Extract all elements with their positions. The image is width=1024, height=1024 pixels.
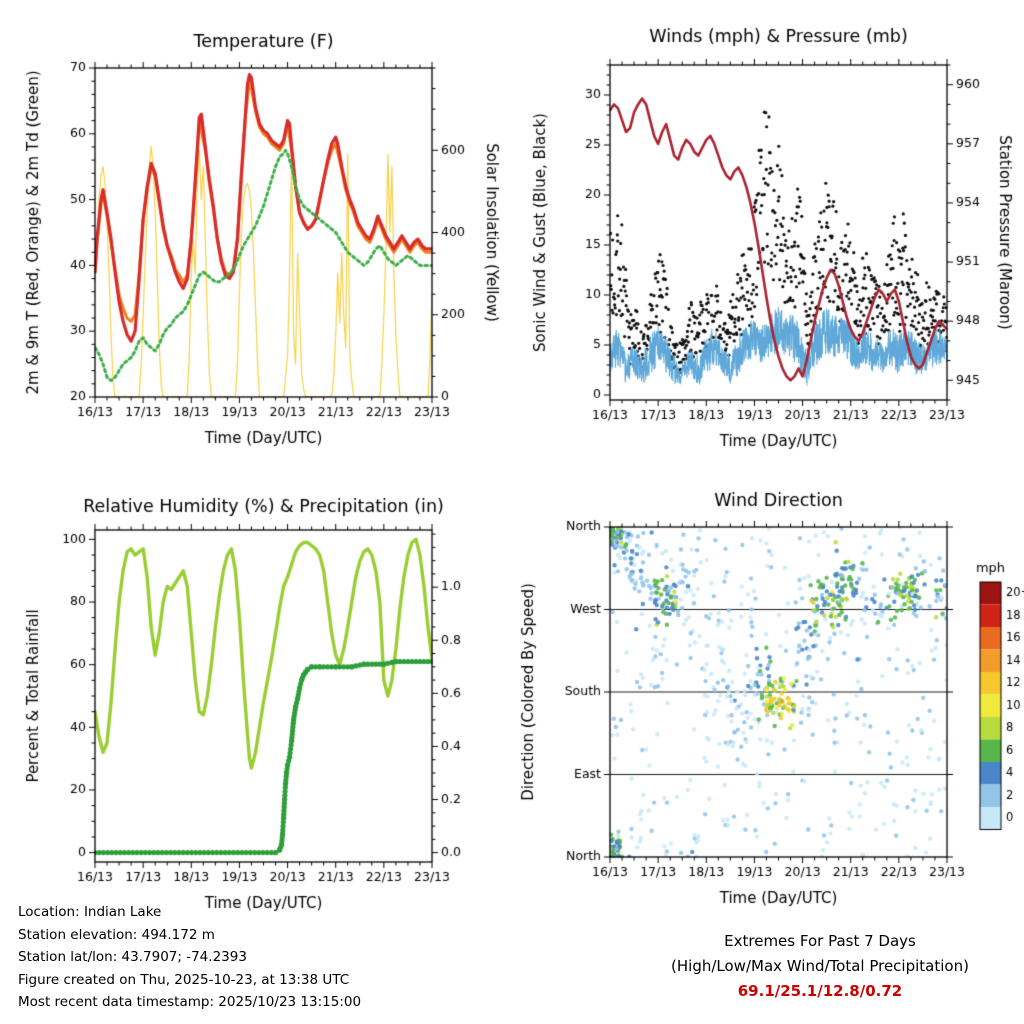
figure-created: Figure created on Thu, 2025-10-23, at 13… <box>18 971 350 988</box>
station-elevation: Station elevation: 494.172 m <box>18 926 215 943</box>
extremes-title: Extremes For Past 7 Days <box>724 932 916 950</box>
station-location: Location: Indian Lake <box>18 904 162 920</box>
winds-pressure-chart <box>512 0 1024 465</box>
extremes-summary: Extremes For Past 7 Days (High/Low/Max W… <box>620 929 1020 1004</box>
humidity-precip-chart <box>0 470 512 925</box>
wind-direction-chart <box>512 470 1024 925</box>
extremes-subtitle: (High/Low/Max Wind/Total Precipitation) <box>671 957 969 975</box>
data-timestamp: Most recent data timestamp: 2025/10/23 1… <box>18 994 362 1010</box>
temperature-chart <box>0 0 512 465</box>
extremes-values: 69.1/25.1/12.8/0.72 <box>737 982 903 1000</box>
station-info: Location: Indian Lake Station elevation:… <box>18 901 361 1014</box>
station-latlon: Station lat/lon: 43.7907; -74.2393 <box>18 949 247 965</box>
